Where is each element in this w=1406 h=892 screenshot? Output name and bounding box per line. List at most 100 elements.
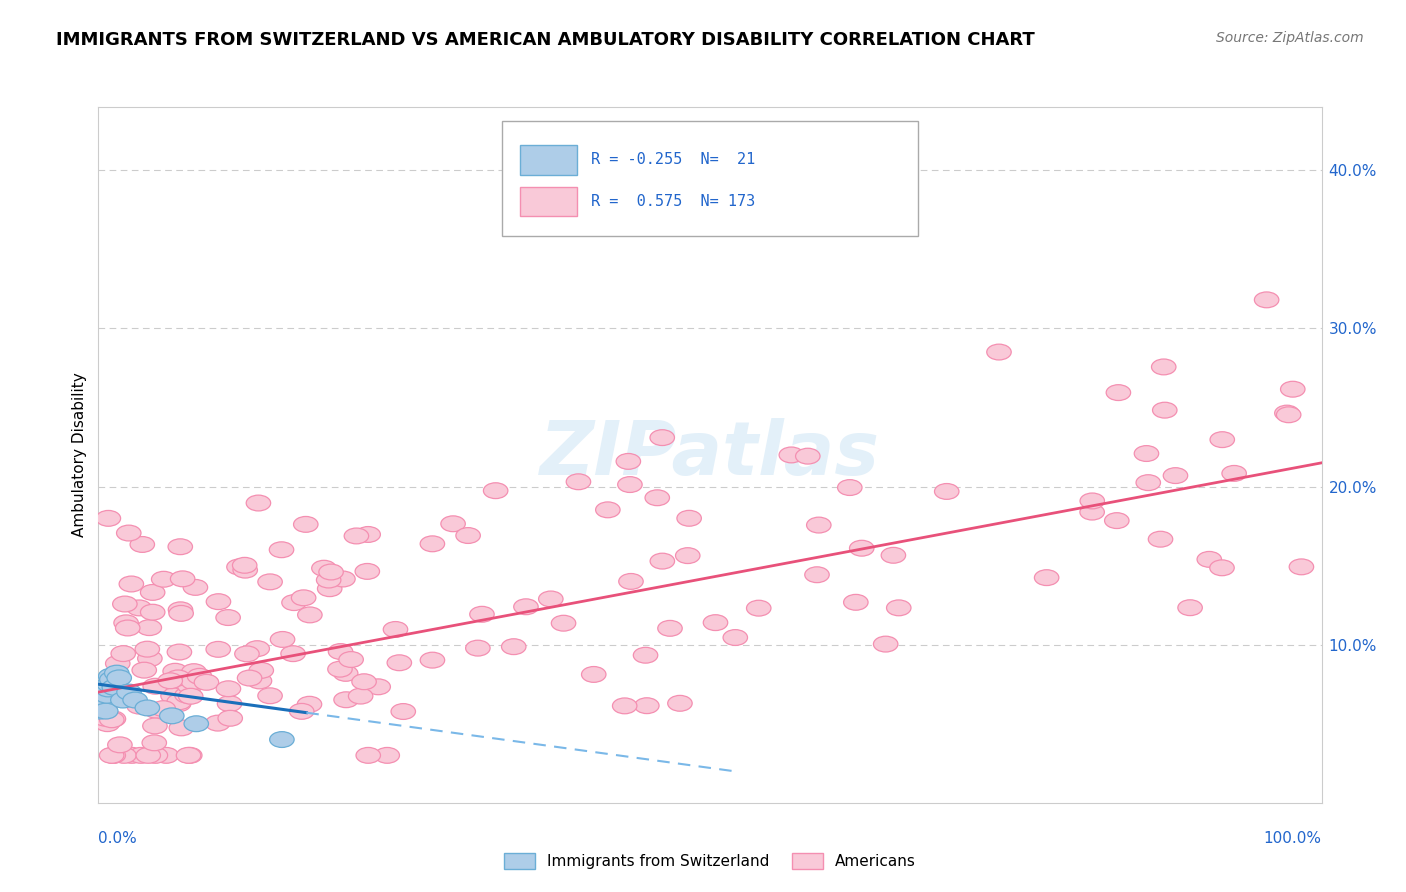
Ellipse shape [257,688,283,704]
Ellipse shape [93,697,117,713]
Ellipse shape [873,636,898,652]
Ellipse shape [131,537,155,552]
Text: Source: ZipAtlas.com: Source: ZipAtlas.com [1216,31,1364,45]
Ellipse shape [184,715,208,731]
Ellipse shape [150,701,176,716]
Text: IMMIGRANTS FROM SWITZERLAND VS AMERICAN AMBULATORY DISABILITY CORRELATION CHART: IMMIGRANTS FROM SWITZERLAND VS AMERICAN … [56,31,1035,49]
Ellipse shape [352,673,377,690]
Ellipse shape [96,715,120,731]
Ellipse shape [143,747,167,764]
Ellipse shape [384,622,408,638]
Ellipse shape [163,664,187,679]
Ellipse shape [1135,446,1159,461]
Ellipse shape [356,526,381,542]
Ellipse shape [155,747,179,764]
Legend: Immigrants from Switzerland, Americans: Immigrants from Switzerland, Americans [498,847,922,875]
Text: R =  0.575  N= 173: R = 0.575 N= 173 [592,194,755,209]
Ellipse shape [94,703,118,719]
Ellipse shape [484,483,508,499]
Ellipse shape [257,574,283,590]
Ellipse shape [117,684,141,700]
Ellipse shape [207,594,231,609]
Ellipse shape [281,646,305,662]
Ellipse shape [270,541,294,558]
Ellipse shape [1080,493,1105,508]
Ellipse shape [226,559,252,574]
Ellipse shape [132,662,156,678]
Ellipse shape [247,673,271,689]
Ellipse shape [747,600,770,616]
Ellipse shape [779,447,804,463]
Ellipse shape [246,495,271,511]
Ellipse shape [218,696,242,712]
Ellipse shape [807,517,831,533]
Ellipse shape [108,737,132,753]
Ellipse shape [420,652,444,668]
Ellipse shape [1222,466,1246,482]
Ellipse shape [136,747,160,764]
Ellipse shape [127,600,152,615]
Ellipse shape [344,528,368,544]
Ellipse shape [135,700,160,715]
Ellipse shape [160,688,186,704]
Ellipse shape [838,480,862,495]
Ellipse shape [232,558,257,574]
Ellipse shape [796,449,820,464]
Ellipse shape [235,646,259,662]
Ellipse shape [650,553,675,569]
Ellipse shape [100,712,124,728]
Ellipse shape [270,731,294,747]
Ellipse shape [160,708,184,723]
Ellipse shape [658,621,682,636]
Ellipse shape [112,596,138,612]
Ellipse shape [1289,559,1313,574]
Ellipse shape [176,747,201,764]
Ellipse shape [249,663,274,678]
Ellipse shape [675,548,700,564]
Ellipse shape [100,672,124,688]
Ellipse shape [170,571,195,587]
Ellipse shape [333,665,359,681]
Ellipse shape [1152,359,1175,375]
Ellipse shape [456,527,481,543]
Ellipse shape [177,747,202,764]
Ellipse shape [101,747,125,764]
Ellipse shape [97,710,121,726]
Ellipse shape [935,483,959,500]
Ellipse shape [1136,475,1160,491]
Ellipse shape [114,615,138,631]
Ellipse shape [100,747,124,764]
Ellipse shape [312,560,336,576]
Ellipse shape [650,430,675,445]
Ellipse shape [141,584,165,600]
Ellipse shape [723,630,748,646]
Ellipse shape [513,599,538,615]
Ellipse shape [181,673,205,690]
FancyBboxPatch shape [520,187,576,216]
Ellipse shape [115,620,141,636]
Ellipse shape [703,615,728,631]
Ellipse shape [157,673,183,689]
Ellipse shape [104,665,129,681]
Ellipse shape [567,474,591,490]
Ellipse shape [169,539,193,555]
Ellipse shape [101,747,125,764]
Ellipse shape [169,602,193,618]
Ellipse shape [1275,405,1299,421]
Ellipse shape [128,747,153,764]
Ellipse shape [676,510,702,526]
Ellipse shape [194,674,219,690]
Ellipse shape [319,564,343,580]
Ellipse shape [1035,570,1059,585]
Ellipse shape [142,735,166,751]
Ellipse shape [167,694,191,710]
Ellipse shape [127,698,152,714]
FancyBboxPatch shape [502,121,918,235]
Ellipse shape [356,747,381,764]
Ellipse shape [101,711,125,727]
Ellipse shape [120,576,143,592]
Text: R = -0.255  N=  21: R = -0.255 N= 21 [592,153,755,168]
Ellipse shape [87,703,112,719]
Ellipse shape [1211,432,1234,448]
Ellipse shape [1209,560,1234,575]
